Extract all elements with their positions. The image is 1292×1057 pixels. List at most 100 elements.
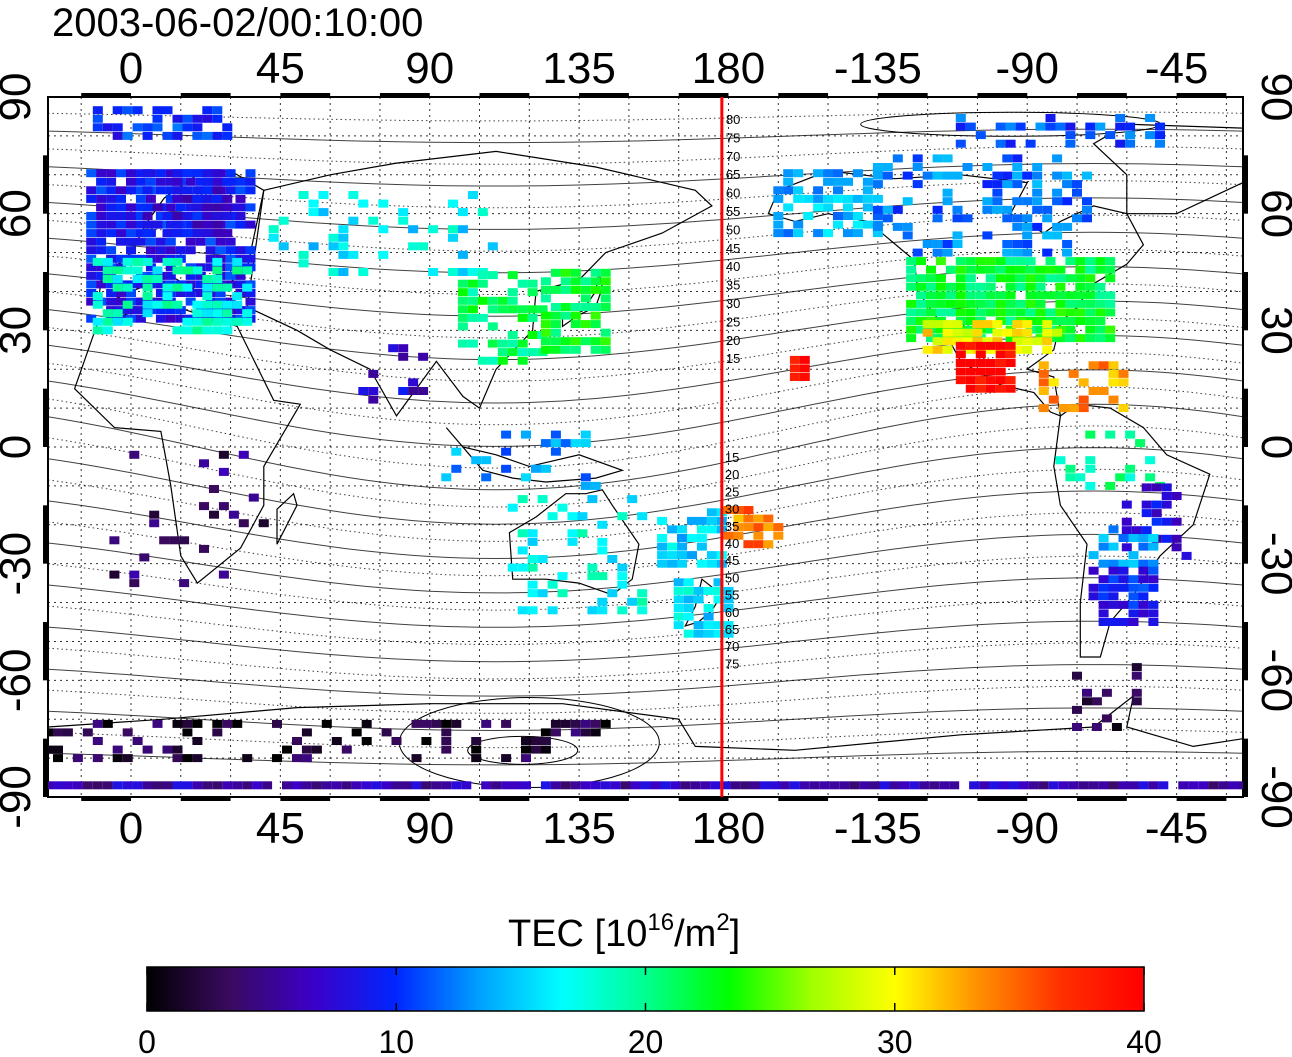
tec-cell <box>1138 534 1149 542</box>
tec-cell <box>992 180 1003 189</box>
tec-cell <box>448 225 458 234</box>
bottom-lon-label: 90 <box>405 804 454 853</box>
tec-cell <box>1042 214 1053 223</box>
tec-cell <box>1148 542 1159 551</box>
tec-cell <box>1042 337 1053 346</box>
tec-cell <box>1038 404 1049 413</box>
tec-cell <box>1138 566 1149 575</box>
tec-cell <box>995 350 1006 359</box>
tec-cell <box>969 781 980 790</box>
tec-cell <box>1121 526 1132 535</box>
tec-cell <box>1128 600 1139 609</box>
tec-cell <box>135 229 146 238</box>
tec-cell <box>272 754 282 763</box>
tec-cell <box>557 589 568 598</box>
tec-cell <box>713 586 724 595</box>
tec-cell <box>965 299 976 308</box>
tec-cell <box>92 257 103 266</box>
tec-cell <box>477 208 488 217</box>
tec-cell <box>793 220 804 229</box>
tec-cell <box>1048 781 1059 790</box>
tec-cell <box>985 291 996 300</box>
tec-cell <box>152 220 163 229</box>
tec-cell <box>1131 663 1142 672</box>
tec-cell <box>693 629 704 638</box>
tec-cell <box>590 268 601 277</box>
tec-cell <box>1155 131 1165 140</box>
top-lon-label: -90 <box>995 44 1059 93</box>
frame-tick <box>678 797 729 801</box>
tec-cell <box>560 781 571 790</box>
tec-cell <box>637 512 648 521</box>
tec-cell <box>1141 483 1152 492</box>
tec-cell <box>1118 600 1129 609</box>
bottom-lon-label: 180 <box>692 804 765 853</box>
tec-cell <box>1062 171 1073 180</box>
tec-cell <box>199 459 209 468</box>
tec-cell <box>985 367 996 376</box>
tec-cell <box>706 525 717 534</box>
tec-cell <box>165 169 176 178</box>
tec-cell <box>242 266 253 275</box>
tec-cell <box>1128 583 1139 592</box>
tec-cell <box>637 606 648 615</box>
tec-cell <box>1075 473 1086 482</box>
tec-cell <box>600 719 611 728</box>
tec-cell <box>660 781 671 790</box>
contour-label: 45 <box>726 241 740 256</box>
tec-cell <box>1072 180 1082 189</box>
tec-cell <box>527 305 538 314</box>
tec-cell <box>142 745 153 754</box>
tec-cell <box>849 781 860 790</box>
left-axis-labels: 9060300-30-60-90 <box>0 73 40 829</box>
tec-cell <box>823 177 834 186</box>
tec-cell <box>467 339 478 348</box>
tec-cell <box>348 216 359 225</box>
tec-cell <box>1042 205 1053 214</box>
tec-cell <box>175 306 186 315</box>
tec-cell <box>182 123 193 132</box>
tec-cell <box>955 274 966 283</box>
tec-cell <box>1065 317 1076 325</box>
tec-cell <box>677 542 687 551</box>
tec-cell <box>1088 566 1099 575</box>
tec-cell <box>617 512 628 521</box>
tec-cell <box>421 719 432 728</box>
tec-cell <box>441 473 452 482</box>
tec-cell <box>152 266 163 275</box>
tec-cell <box>590 277 601 286</box>
tec-cell <box>995 257 1006 266</box>
tec-cell <box>212 275 223 283</box>
tec-cell <box>1128 551 1139 560</box>
tec-cell <box>1035 317 1046 325</box>
tec-cell <box>783 177 794 186</box>
tec-cell <box>165 194 176 203</box>
tec-cell <box>580 439 591 448</box>
tec-cell <box>723 506 734 514</box>
tec-cell <box>172 212 183 220</box>
tec-cell <box>441 745 452 754</box>
bottom-lon-label: 135 <box>542 804 615 853</box>
tec-cell <box>292 754 302 763</box>
tec-cell <box>580 781 591 790</box>
tec-cell <box>982 180 993 189</box>
tec-cell <box>511 781 521 790</box>
tec-cell <box>527 537 538 546</box>
tec-cell <box>172 177 183 186</box>
tec-cell <box>1082 171 1092 180</box>
tec-cell <box>677 525 687 534</box>
tec-cell <box>172 326 183 335</box>
tec-cell <box>122 728 133 737</box>
tec-cell <box>102 266 113 275</box>
tec-cell <box>1075 317 1086 325</box>
tec-cell <box>175 203 186 212</box>
bottom-lon-label: -135 <box>834 804 922 853</box>
tec-cell <box>96 169 107 178</box>
tec-cell <box>126 220 136 229</box>
tec-cell <box>517 356 528 365</box>
tec-cell <box>245 177 256 186</box>
tec-cell <box>1058 781 1069 790</box>
tec-cell <box>1131 671 1142 680</box>
tec-cell <box>531 745 541 754</box>
